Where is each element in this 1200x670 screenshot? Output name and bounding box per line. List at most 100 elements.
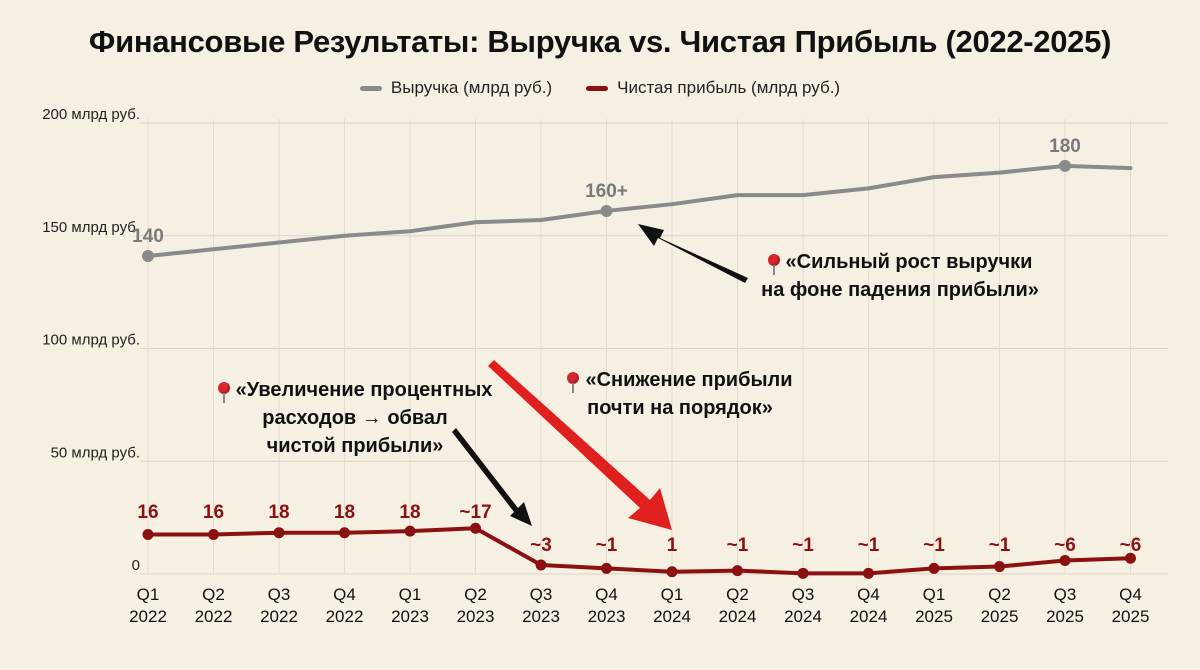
y-tick-label: 0	[132, 557, 140, 574]
x-tick-label: Q4	[595, 585, 618, 604]
profit-point	[601, 562, 612, 574]
profit-point	[208, 529, 219, 541]
profit-data-label: ~6	[1054, 535, 1076, 556]
x-tick-label: 2024	[719, 607, 757, 626]
profit-data-label: 16	[203, 502, 224, 523]
legend-item-profit[interactable]: Чистая прибыль (млрд руб.)	[586, 78, 840, 98]
revenue-point	[142, 250, 154, 263]
profit-point	[666, 566, 678, 578]
arrow-to-profit-drop	[452, 428, 532, 526]
callout-decline-line-2: почти на порядок»	[587, 397, 773, 419]
profit-point	[470, 522, 481, 534]
callout-interest-line-3: чистой прибыли»	[266, 435, 444, 457]
profit-point	[404, 525, 416, 537]
x-tick-label: 2025	[981, 607, 1019, 626]
x-tick-label: Q4	[1119, 585, 1142, 604]
callout-interest-line-2: расходов → обвал	[262, 407, 448, 429]
legend-label-revenue: Выручка (млрд руб.)	[390, 78, 553, 97]
profit-data-label: 16	[137, 502, 158, 523]
revenue-point	[600, 204, 613, 217]
profit-data-label: ~1	[989, 535, 1011, 556]
profit-data-label: 1	[667, 535, 678, 556]
profit-point	[928, 562, 940, 574]
x-tick-label: 2022	[195, 607, 233, 626]
x-tick-label: 2024	[653, 607, 691, 626]
chart-title: Финансовые Результаты: Выручка vs. Чиста…	[88, 24, 1112, 59]
profit-point	[339, 527, 350, 539]
x-tick-label: 2022	[326, 607, 364, 626]
x-tick-label: Q2	[988, 585, 1011, 604]
x-tick-label: 2022	[260, 607, 298, 626]
profit-data-label: ~1	[596, 535, 618, 556]
x-tick-label: Q2	[726, 585, 749, 604]
series-line-revenue	[146, 163, 1133, 259]
x-tick-label: Q1	[923, 585, 946, 604]
legend: Выручка (млрд руб.) Чистая прибыль (млрд…	[0, 78, 1200, 98]
profit-data-label: ~1	[858, 535, 880, 556]
callout-decline-line-1: «Снижение прибыли	[545, 366, 815, 394]
x-tick-label: Q1	[399, 585, 422, 604]
legend-label-profit: Чистая прибыль (млрд руб.)	[617, 78, 841, 97]
legend-swatch-revenue	[359, 85, 382, 91]
revenue-data-label: 160+	[585, 181, 628, 202]
y-tick-label: 100 млрд руб.	[42, 332, 140, 349]
profit-data-label: ~3	[530, 535, 552, 556]
arrow-to-revenue-point	[638, 224, 748, 283]
x-tick-label: 2024	[850, 607, 888, 626]
profit-point	[1125, 552, 1136, 564]
pin-icon	[767, 254, 780, 275]
profit-point	[142, 529, 154, 541]
profit-data-label: ~1	[923, 535, 945, 556]
profit-point	[797, 567, 809, 579]
revenue-data-label: 140	[132, 226, 164, 247]
legend-item-revenue[interactable]: Выручка (млрд руб.)	[359, 78, 553, 98]
x-tick-label: Q4	[857, 585, 880, 604]
x-tick-label: 2025	[1112, 607, 1150, 626]
profit-point	[535, 559, 547, 571]
profit-data-label: 18	[268, 502, 289, 523]
x-tick-label: Q3	[792, 585, 815, 604]
profit-point	[863, 567, 874, 579]
x-tick-label: Q4	[333, 585, 356, 604]
profit-data-label: ~1	[727, 535, 749, 556]
profit-data-label: ~6	[1120, 535, 1142, 556]
x-tick-label: Q1	[661, 585, 684, 604]
x-tick-label: Q3	[530, 585, 553, 604]
callout-revenue: «Сильный рост выручки на фоне падения пр…	[740, 248, 1060, 304]
profit-point	[732, 565, 743, 577]
y-tick-label: 50 млрд руб.	[51, 444, 140, 461]
x-tick-label: 2022	[129, 607, 167, 626]
y-tick-label: 150 млрд руб.	[42, 219, 140, 236]
callout-interest: «Увеличение процентных расходов → обвал …	[200, 376, 510, 460]
profit-data-label: ~17	[459, 502, 491, 523]
x-tick-label: 2025	[915, 607, 953, 626]
profit-data-label: ~1	[792, 535, 814, 556]
revenue-point	[1059, 159, 1071, 172]
callout-revenue-line-1: «Сильный рост выручки	[740, 248, 1060, 276]
callout-interest-line-1: «Увеличение процентных	[200, 376, 510, 404]
profit-point	[994, 561, 1005, 573]
revenue-data-label: 180	[1049, 136, 1081, 157]
series-line-profit	[146, 526, 1133, 576]
x-tick-label: Q3	[1054, 585, 1077, 604]
pin-icon	[217, 382, 230, 403]
profit-point	[1059, 554, 1071, 566]
x-tick-label: 2023	[522, 607, 560, 626]
x-tick-label: 2024	[784, 607, 822, 626]
legend-swatch-profit	[586, 85, 609, 91]
x-tick-label: 2023	[391, 607, 429, 626]
y-tick-label: 200 млрд руб.	[42, 106, 140, 123]
arrow-profit-decline	[488, 360, 672, 530]
x-tick-label: 2023	[457, 607, 495, 626]
profit-data-label: 18	[334, 502, 355, 523]
x-tick-label: 2023	[588, 607, 626, 626]
callout-decline: «Снижение прибыли почти на порядок»	[545, 366, 815, 422]
profit-data-label: 18	[399, 502, 420, 523]
x-tick-label: Q1	[137, 585, 160, 604]
x-tick-label: Q2	[464, 585, 487, 604]
callout-revenue-line-2: на фоне падения прибыли»	[761, 279, 1039, 301]
x-tick-label: Q2	[202, 585, 225, 604]
profit-point	[273, 527, 285, 539]
x-tick-label: 2025	[1046, 607, 1084, 626]
